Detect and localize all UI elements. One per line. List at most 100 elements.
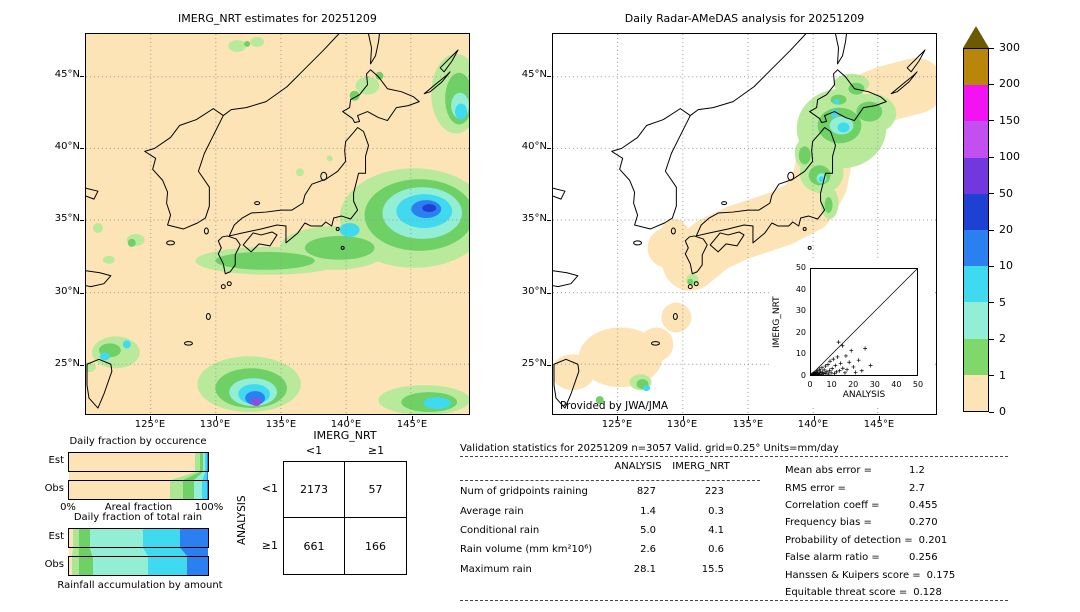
colorbar-tick bbox=[989, 193, 994, 195]
stats-row-imerg-value: 0.3 bbox=[708, 505, 724, 517]
ribbon-segment bbox=[206, 472, 208, 480]
axis-tick bbox=[80, 148, 84, 149]
one-to-one-line bbox=[810, 268, 918, 376]
colorbar-tick-label: 0 bbox=[999, 405, 1006, 418]
stats-row-analysis-value: 2.6 bbox=[640, 544, 656, 556]
ribbon-segment bbox=[180, 548, 208, 556]
metric-frequency-bias: Frequency bias = 0.270 bbox=[785, 514, 955, 531]
ribbon-segment bbox=[142, 548, 188, 556]
colorbar-segment bbox=[964, 193, 988, 231]
bar-segment bbox=[89, 529, 143, 547]
colorbar-tick-label: 10 bbox=[999, 259, 1013, 273]
imerg-lon-tick-125e: 125°E bbox=[134, 419, 166, 430]
inset-plot-svg bbox=[809, 268, 918, 377]
colorbar-tick-label: 200 bbox=[999, 77, 1020, 91]
volume-est-bar bbox=[68, 528, 209, 548]
colorbar-tick-label: 50 bbox=[999, 186, 1013, 200]
inset-xlabel: ANALYSIS bbox=[842, 390, 886, 400]
axis-tick bbox=[547, 293, 551, 294]
stats-row-imerg-value: 15.5 bbox=[701, 563, 724, 575]
volume-chart-title: Daily fraction of total rain bbox=[73, 512, 203, 523]
bar-segment bbox=[92, 557, 149, 575]
axis-tick bbox=[346, 416, 348, 420]
axis-tick bbox=[80, 293, 84, 294]
ribbon-segment bbox=[69, 472, 196, 480]
ribbon-segment bbox=[194, 472, 206, 480]
stats-divider-cols bbox=[460, 480, 760, 481]
inset-xtick-label: 40 bbox=[891, 380, 902, 389]
inset-panel: ANALYSIS IMERG_NRT 0 0 10 10 20 20 30 30 40 40 50 5… bbox=[770, 258, 932, 408]
metric-mean-abs-error: Mean abs error = 1.2 bbox=[785, 462, 955, 479]
stats-row-analysis-value: 5.0 bbox=[640, 524, 656, 536]
inset-points bbox=[809, 340, 873, 377]
bar-segment bbox=[73, 529, 79, 547]
stats-col-analysis: ANALYSIS bbox=[614, 461, 662, 472]
axis-tick bbox=[879, 416, 880, 420]
colorbar-tick-label: 100 bbox=[999, 150, 1020, 164]
ribbon-segment bbox=[170, 472, 200, 480]
colorbar-tick bbox=[989, 375, 994, 377]
inset-ytick-label: 0 bbox=[800, 371, 806, 380]
bar-segment bbox=[199, 453, 204, 471]
inset-ytick-label: 20 bbox=[795, 327, 806, 337]
bar-segment bbox=[69, 481, 171, 499]
inset-ytick-label: 10 bbox=[795, 349, 806, 359]
imerg-lat-tick-45n: 45°N bbox=[54, 69, 80, 80]
contingency-col-lt1: <1 bbox=[305, 444, 323, 457]
occurrence-est-bar bbox=[68, 452, 209, 472]
bar-segment bbox=[205, 453, 207, 471]
colorbar-tick-label: 1 bbox=[999, 368, 1006, 382]
ribbon-segment bbox=[202, 472, 207, 480]
map-credit: Provided by JWA/JMA bbox=[560, 400, 669, 412]
contingency-cell-hit-none: 2173 bbox=[284, 462, 345, 518]
occurrence-obs-label: Obs bbox=[44, 483, 64, 494]
metric-label: Correlation coeff = bbox=[785, 499, 880, 511]
metric-ets: Equitable threat score = 0.128 bbox=[785, 584, 955, 601]
contingency-grid: 2173 57 661 166 bbox=[283, 461, 407, 575]
colorbar-tick bbox=[989, 338, 994, 340]
colorbar-segment bbox=[964, 85, 988, 122]
metric-correlation: Correlation coeff = 0.455 bbox=[785, 497, 955, 514]
colorbar-tick bbox=[989, 265, 994, 267]
contingency-cell-hit: 166 bbox=[365, 539, 386, 553]
imerg-lat-tick-25n: 25°N bbox=[54, 358, 80, 369]
metric-value: 0.128 bbox=[913, 586, 942, 598]
colorbar-segment bbox=[964, 338, 988, 375]
metric-value: 0.201 bbox=[918, 534, 948, 546]
ribbon-segment bbox=[78, 548, 93, 556]
occurrence-est-label: Est bbox=[48, 455, 64, 466]
bar-segment bbox=[71, 557, 79, 575]
colorbar-tick bbox=[989, 302, 994, 304]
colorbar-tick bbox=[989, 83, 994, 85]
occurrence-axis-label: Areal fraction bbox=[104, 502, 173, 513]
stats-row-gridpoints: Num of gridpoints raining 827 223 bbox=[460, 482, 736, 501]
axis-tick bbox=[813, 416, 815, 420]
colorbar-tick bbox=[989, 411, 994, 413]
volume-chart-caption: Rainfall accumulation by amount bbox=[57, 580, 223, 591]
radar-map-plot bbox=[551, 33, 944, 415]
inset-ytick-label: 50 bbox=[795, 263, 806, 272]
colorbar-segment bbox=[964, 266, 988, 303]
radar-lat-tick-30n: 30°N bbox=[521, 286, 547, 297]
bar-segment bbox=[203, 453, 206, 471]
colorbar-segment bbox=[964, 157, 988, 194]
stats-row-label: Average rain bbox=[460, 505, 524, 517]
ribbon-segment bbox=[71, 548, 79, 556]
stats-row-analysis-value: 827 bbox=[636, 486, 656, 498]
inset-ytick-label: 30 bbox=[795, 306, 806, 316]
radar-map-title: Daily Radar-AMeDAS analysis for 20251209 bbox=[624, 12, 865, 25]
colorbar-tick-label: 20 bbox=[999, 223, 1013, 236]
metric-label: Probability of detection = bbox=[785, 534, 913, 546]
stats-column-headers: ANALYSIS IMERG_NRT bbox=[460, 461, 736, 472]
axis-tick bbox=[547, 148, 551, 149]
metric-value: 0.270 bbox=[909, 517, 938, 529]
bar-segment bbox=[195, 453, 200, 471]
bar-segment bbox=[69, 557, 72, 575]
stats-row-conditional: Conditional rain 5.0 4.1 bbox=[460, 521, 736, 540]
bar-segment bbox=[170, 481, 183, 499]
axis-tick bbox=[80, 365, 84, 366]
bar-segment bbox=[182, 481, 195, 499]
stats-row-analysis-value: 28.1 bbox=[633, 563, 656, 575]
axis-tick bbox=[80, 76, 84, 77]
inset-ylabel: IMERG_NRT bbox=[772, 296, 782, 348]
